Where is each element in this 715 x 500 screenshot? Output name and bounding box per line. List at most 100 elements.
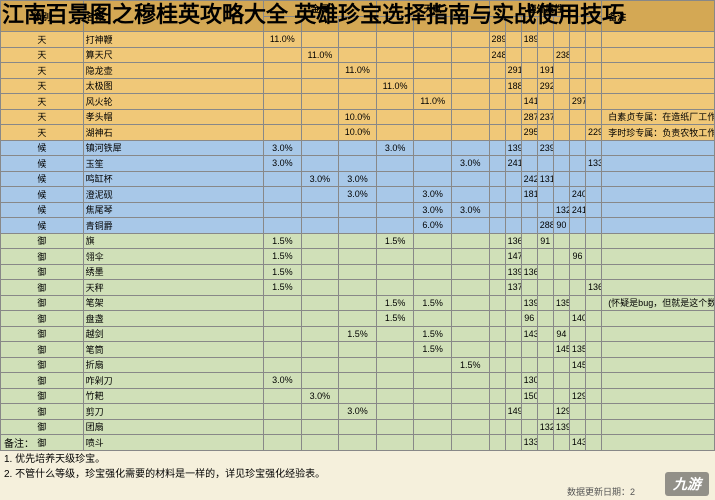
cell: 算天尺: [83, 47, 263, 63]
cell: [585, 63, 601, 79]
cell: [537, 326, 553, 342]
note-2: 2. 不管什么等级，珍宝强化需要的材料是一样的，详见珍宝强化经验表。: [4, 467, 325, 482]
cell: 候: [1, 156, 84, 172]
cell: 旗: [83, 233, 263, 249]
cell: [489, 187, 505, 203]
cell: [569, 47, 585, 63]
cell: [301, 78, 339, 94]
cell: 136: [521, 264, 537, 280]
cell: 3.0%: [451, 202, 489, 218]
cell: [521, 156, 537, 172]
cell: [553, 125, 569, 141]
cell: 11.0%: [376, 78, 414, 94]
cell: [376, 109, 414, 125]
cell: [264, 342, 302, 358]
cell: [553, 94, 569, 110]
cell: [339, 295, 377, 311]
cell: 御: [1, 373, 84, 389]
cell: 248: [489, 47, 505, 63]
cell: [553, 187, 569, 203]
cell: 90: [553, 218, 569, 234]
cell: 287: [521, 109, 537, 125]
cell: 96: [521, 311, 537, 327]
notes-header: 备注：: [4, 437, 325, 452]
cell: 御: [1, 388, 84, 404]
cell: 天: [1, 109, 84, 125]
cell: [451, 326, 489, 342]
cell: [521, 140, 537, 156]
cell: [602, 63, 715, 79]
cell: [451, 280, 489, 296]
cell: 297: [569, 94, 585, 110]
cell: [301, 109, 339, 125]
cell: (怀疑是bug，但就是这个数据): [602, 295, 715, 311]
cell: [339, 78, 377, 94]
cell: 候: [1, 202, 84, 218]
cell: 天: [1, 63, 84, 79]
cell: [553, 357, 569, 373]
cell: 289: [489, 32, 505, 48]
cell: [585, 373, 601, 389]
cell: [451, 404, 489, 420]
cell: [489, 311, 505, 327]
cell: [505, 94, 521, 110]
cell: 御: [1, 249, 84, 265]
cell: [451, 264, 489, 280]
cell: [602, 280, 715, 296]
cell: [553, 171, 569, 187]
cell: [553, 373, 569, 389]
cell: [553, 280, 569, 296]
cell: [301, 326, 339, 342]
cell: 3.0%: [264, 373, 302, 389]
cell: [569, 63, 585, 79]
cell: [451, 78, 489, 94]
cell: [301, 311, 339, 327]
cell: [521, 280, 537, 296]
cell: [569, 233, 585, 249]
cell: [505, 357, 521, 373]
cell: 镇河铁犀: [83, 140, 263, 156]
cell: [553, 156, 569, 172]
cell: [569, 264, 585, 280]
cell: 1.5%: [451, 357, 489, 373]
cell: 139: [505, 140, 521, 156]
cell: [537, 280, 553, 296]
cell: [553, 78, 569, 94]
cell: 孝头帽: [83, 109, 263, 125]
cell: 御: [1, 311, 84, 327]
cell: [301, 94, 339, 110]
cell: [505, 109, 521, 125]
cell: 292: [537, 78, 553, 94]
cell: 3.0%: [376, 140, 414, 156]
cell: 150: [521, 388, 537, 404]
cell: [602, 156, 715, 172]
cell: 139: [521, 295, 537, 311]
cell: 135: [553, 295, 569, 311]
cell: [339, 280, 377, 296]
cell: [569, 78, 585, 94]
cell: 3.0%: [301, 388, 339, 404]
cell: [505, 295, 521, 311]
cell: [521, 63, 537, 79]
cell: 折扇: [83, 357, 263, 373]
cell: 玉笙: [83, 156, 263, 172]
cell: [602, 171, 715, 187]
cell: 295: [521, 125, 537, 141]
cell: 御: [1, 404, 84, 420]
cell: 149: [505, 404, 521, 420]
cell: [489, 435, 505, 451]
cell: [585, 187, 601, 203]
cell: 李时珍专属：负责农牧工作时，所需本金-40%: [602, 125, 715, 141]
cell: 130: [521, 373, 537, 389]
cell: [489, 156, 505, 172]
cell: [451, 295, 489, 311]
cell: 238: [553, 47, 569, 63]
cell: 天秤: [83, 280, 263, 296]
cell: [505, 373, 521, 389]
cell: [489, 357, 505, 373]
cell: [602, 435, 715, 451]
cell: [301, 63, 339, 79]
cell: 3.0%: [339, 187, 377, 203]
cell: [602, 47, 715, 63]
cell: [602, 32, 715, 48]
